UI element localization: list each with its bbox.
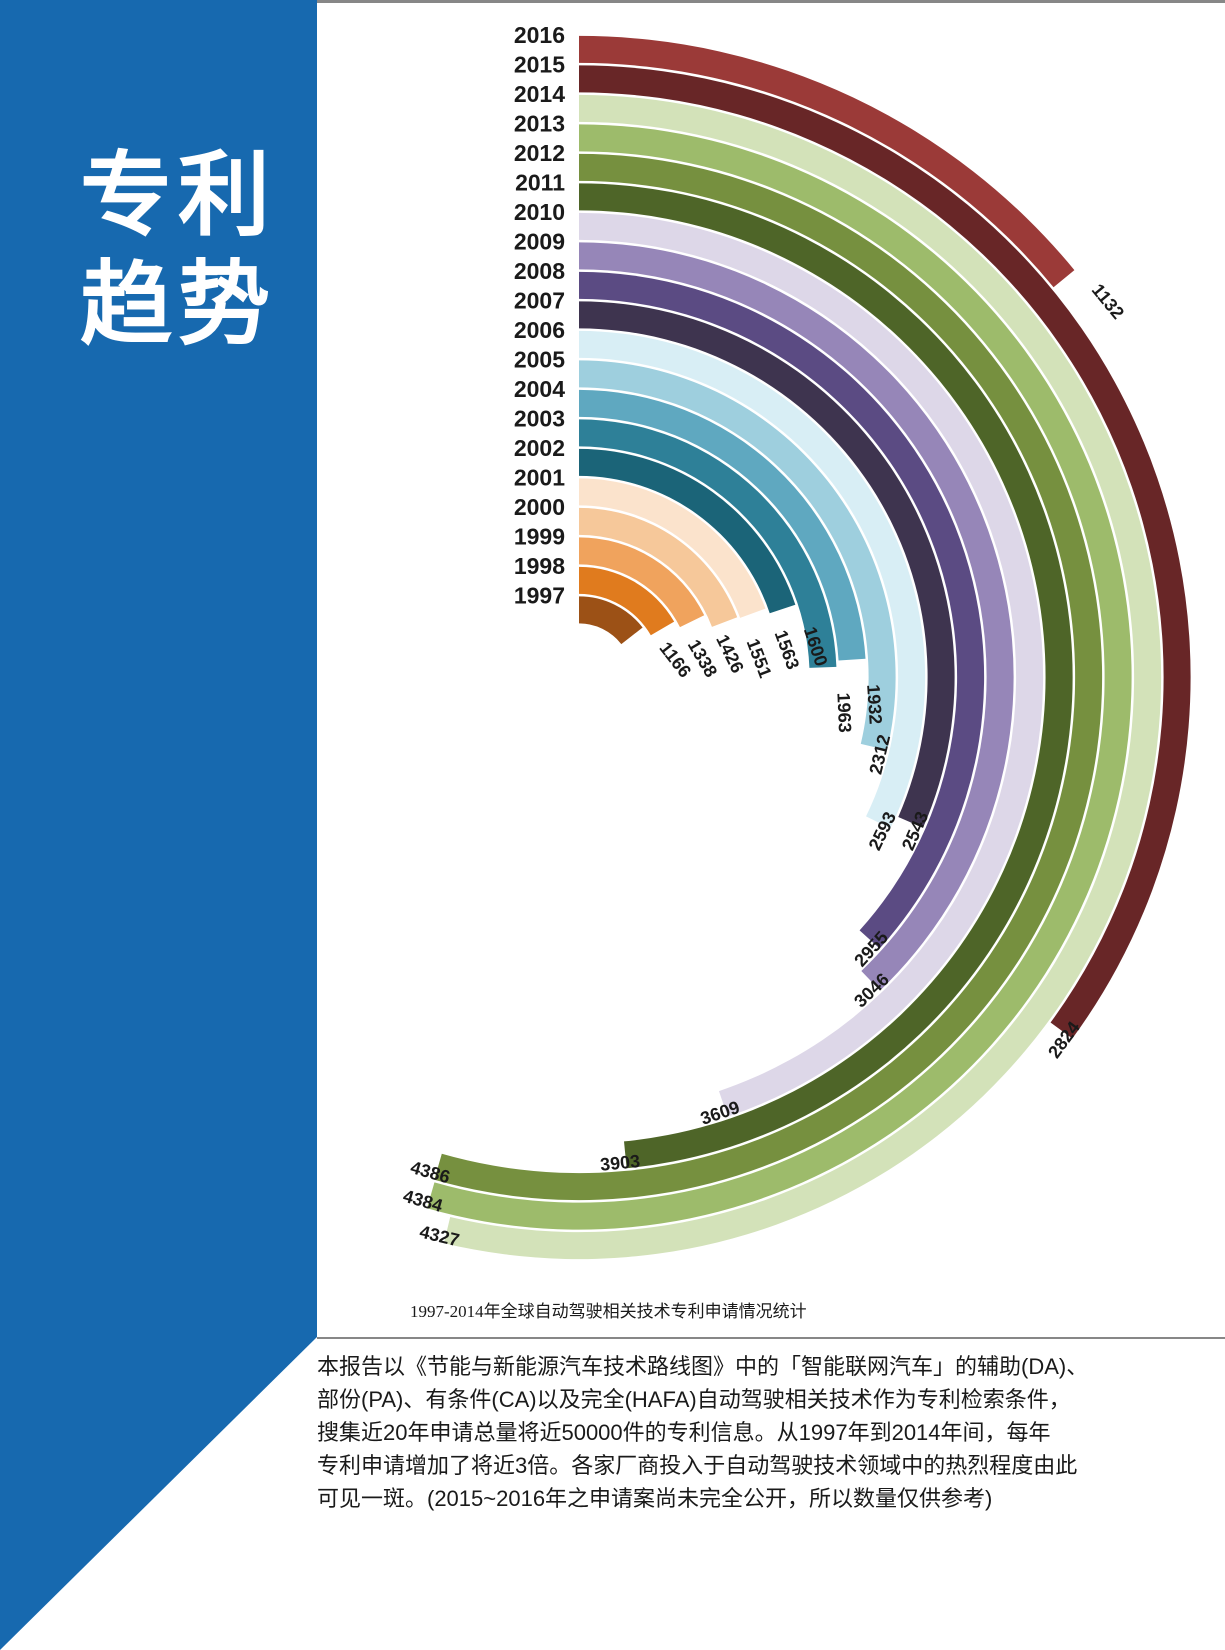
svg-text:2001: 2001 [514,464,565,490]
svg-text:2007: 2007 [514,287,565,313]
svg-text:2014: 2014 [514,81,565,107]
svg-text:2005: 2005 [514,346,565,372]
svg-text:1132: 1132 [1088,280,1128,323]
svg-text:3903: 3903 [599,1151,641,1175]
svg-text:2011: 2011 [515,169,565,195]
svg-text:2010: 2010 [514,199,565,225]
svg-text:2008: 2008 [514,258,565,284]
svg-text:2004: 2004 [514,376,565,402]
svg-text:2002: 2002 [514,435,565,461]
svg-text:1932: 1932 [863,684,886,725]
svg-text:2015: 2015 [514,51,565,77]
svg-text:2006: 2006 [514,317,565,343]
svg-text:2003: 2003 [514,405,565,431]
svg-text:1563: 1563 [771,628,804,672]
svg-text:2016: 2016 [514,22,565,48]
svg-text:1999: 1999 [514,523,565,549]
svg-text:1963: 1963 [833,692,855,733]
svg-text:1551: 1551 [743,636,776,681]
svg-text:2000: 2000 [514,494,565,520]
svg-text:1997: 1997 [514,582,565,608]
svg-text:2013: 2013 [514,110,565,136]
svg-text:2009: 2009 [514,228,565,254]
svg-text:2012: 2012 [514,140,565,166]
svg-text:1998: 1998 [514,553,565,579]
